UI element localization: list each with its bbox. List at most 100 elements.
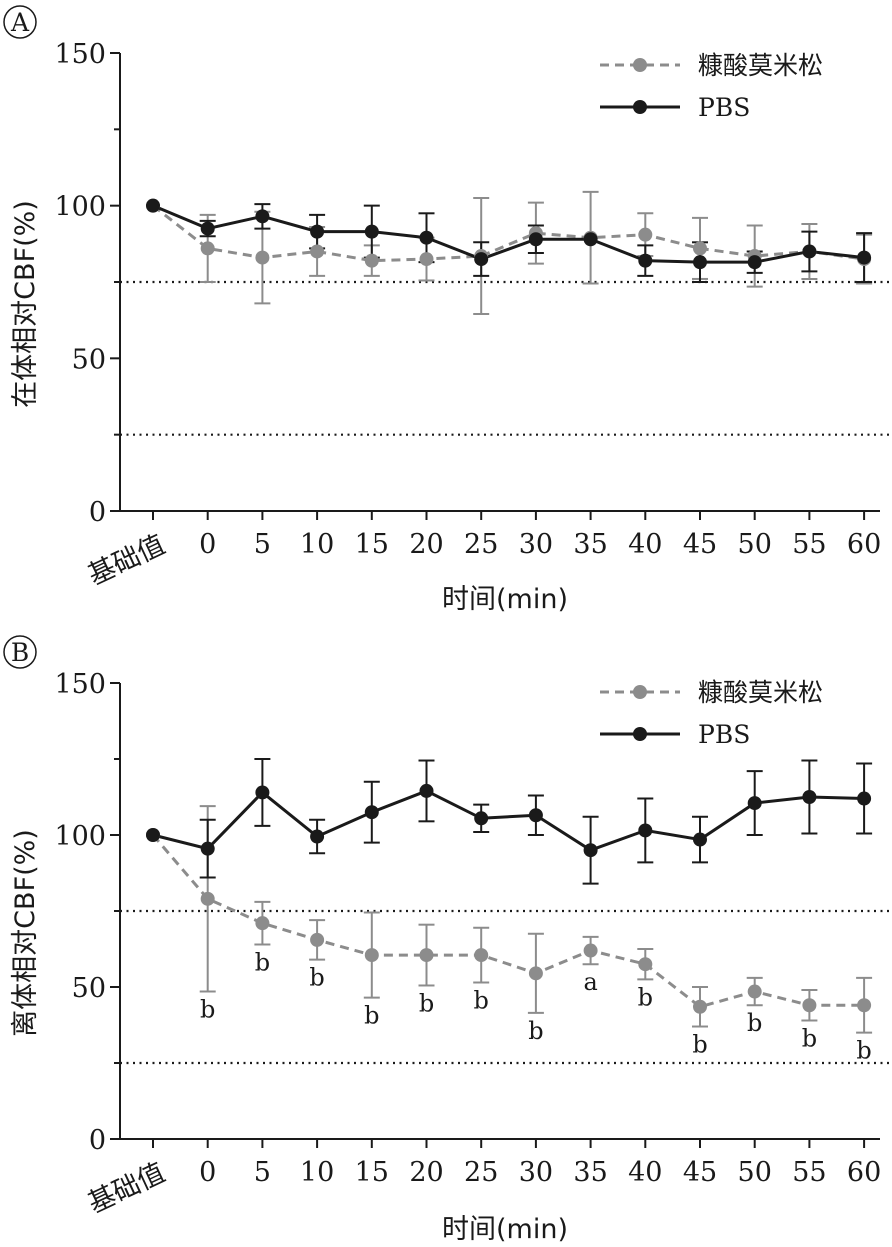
x-tick-label: 0 <box>199 1157 216 1188</box>
x-tick-label: 60 <box>847 529 881 560</box>
data-point <box>200 221 215 236</box>
data-point <box>802 790 817 804</box>
significance-label: b <box>528 1017 543 1045</box>
x-tick-label: 基础值 <box>83 529 170 591</box>
x-tick-label: 45 <box>683 529 717 560</box>
data-point <box>200 841 215 856</box>
data-point <box>747 984 762 999</box>
significance-label: b <box>856 1037 871 1065</box>
x-tick-label: 5 <box>254 529 271 560</box>
significance-label: b <box>419 989 434 1017</box>
legend-label: 糠酸莫米松 <box>698 51 823 80</box>
x-tick-label: 30 <box>519 1157 553 1188</box>
legend-marker <box>633 58 647 72</box>
data-point <box>419 252 434 267</box>
data-point <box>638 823 653 838</box>
y-tick-label: 0 <box>89 497 106 528</box>
significance-label: b <box>200 996 215 1024</box>
x-tick-label: 55 <box>792 1157 826 1188</box>
x-tick-label: 15 <box>355 529 389 560</box>
data-point <box>802 998 817 1013</box>
x-tick-label: 15 <box>355 1157 389 1188</box>
data-point <box>255 250 270 265</box>
data-point <box>474 948 489 963</box>
series-line <box>151 834 865 1009</box>
data-point <box>200 241 215 256</box>
data-point <box>693 999 707 1014</box>
y-tick-label: 100 <box>54 192 106 223</box>
panel-letter: A <box>10 8 30 37</box>
data-point <box>255 785 270 800</box>
data-point <box>419 783 434 798</box>
x-tick-label: 10 <box>300 529 334 560</box>
x-tick-label: 20 <box>409 1157 443 1188</box>
data-point <box>638 957 653 972</box>
x-axis-label: 时间(min) <box>442 584 568 615</box>
series-line <box>152 204 865 263</box>
panel-letter-circle <box>3 5 37 39</box>
data-point <box>255 916 270 931</box>
significance-label: b <box>692 1031 707 1059</box>
significance-label: a <box>583 968 597 996</box>
x-tick-label: 35 <box>573 1157 607 1188</box>
significance-label: b <box>474 986 489 1014</box>
x-tick-label: 50 <box>738 1157 772 1188</box>
data-point <box>528 966 543 981</box>
data-point <box>802 244 817 259</box>
x-tick-label: 0 <box>199 529 216 560</box>
legend-marker <box>633 685 647 699</box>
significance-label: b <box>802 1024 817 1052</box>
series-line <box>152 789 865 852</box>
x-tick-label: 10 <box>300 1157 334 1188</box>
significance-label: b <box>638 983 653 1011</box>
y-tick-label: 100 <box>54 821 106 852</box>
legend-label: 糠酸莫米松 <box>698 678 823 707</box>
data-point <box>364 224 379 239</box>
x-axis-label: 时间(min) <box>442 1214 568 1245</box>
data-point <box>747 796 762 811</box>
x-tick-label: 40 <box>628 1157 662 1188</box>
legend-marker <box>633 727 647 741</box>
legend-label: PBS <box>698 93 750 122</box>
data-point <box>364 948 379 963</box>
x-tick-label: 50 <box>738 529 772 560</box>
data-point <box>364 253 379 268</box>
data-point <box>583 232 598 247</box>
data-point <box>583 843 598 858</box>
significance-label: b <box>747 1009 762 1037</box>
legend-label: PBS <box>698 720 750 749</box>
data-point <box>857 250 872 265</box>
data-point <box>583 943 598 958</box>
panel-letter: B <box>11 638 29 667</box>
y-tick-label: 150 <box>54 669 106 700</box>
data-point <box>474 811 489 826</box>
data-point <box>528 232 543 247</box>
data-point <box>638 253 653 268</box>
x-tick-label: 35 <box>573 529 607 560</box>
data-point <box>857 998 872 1013</box>
data-point <box>255 209 270 224</box>
data-point <box>146 828 160 842</box>
significance-label: b <box>255 948 270 976</box>
data-point <box>857 791 872 806</box>
x-tick-label: 25 <box>464 1157 498 1188</box>
x-tick-label: 5 <box>254 1157 271 1188</box>
data-point <box>693 241 707 256</box>
y-axis-label: 离体相对CBF(%) <box>10 829 41 1037</box>
x-tick-label: 55 <box>792 529 826 560</box>
series-mometasone <box>199 805 873 1034</box>
data-point <box>474 252 489 267</box>
y-axis-label: 在体相对CBF(%) <box>10 200 41 408</box>
data-point <box>310 829 325 844</box>
legend-marker <box>633 100 647 114</box>
data-point <box>146 198 160 213</box>
data-point <box>310 224 325 239</box>
y-tick-label: 50 <box>72 973 106 1004</box>
series-line <box>152 204 865 264</box>
data-point <box>310 244 325 259</box>
data-point <box>419 230 434 245</box>
x-tick-label: 60 <box>847 1157 881 1188</box>
y-tick-label: 150 <box>54 39 106 70</box>
